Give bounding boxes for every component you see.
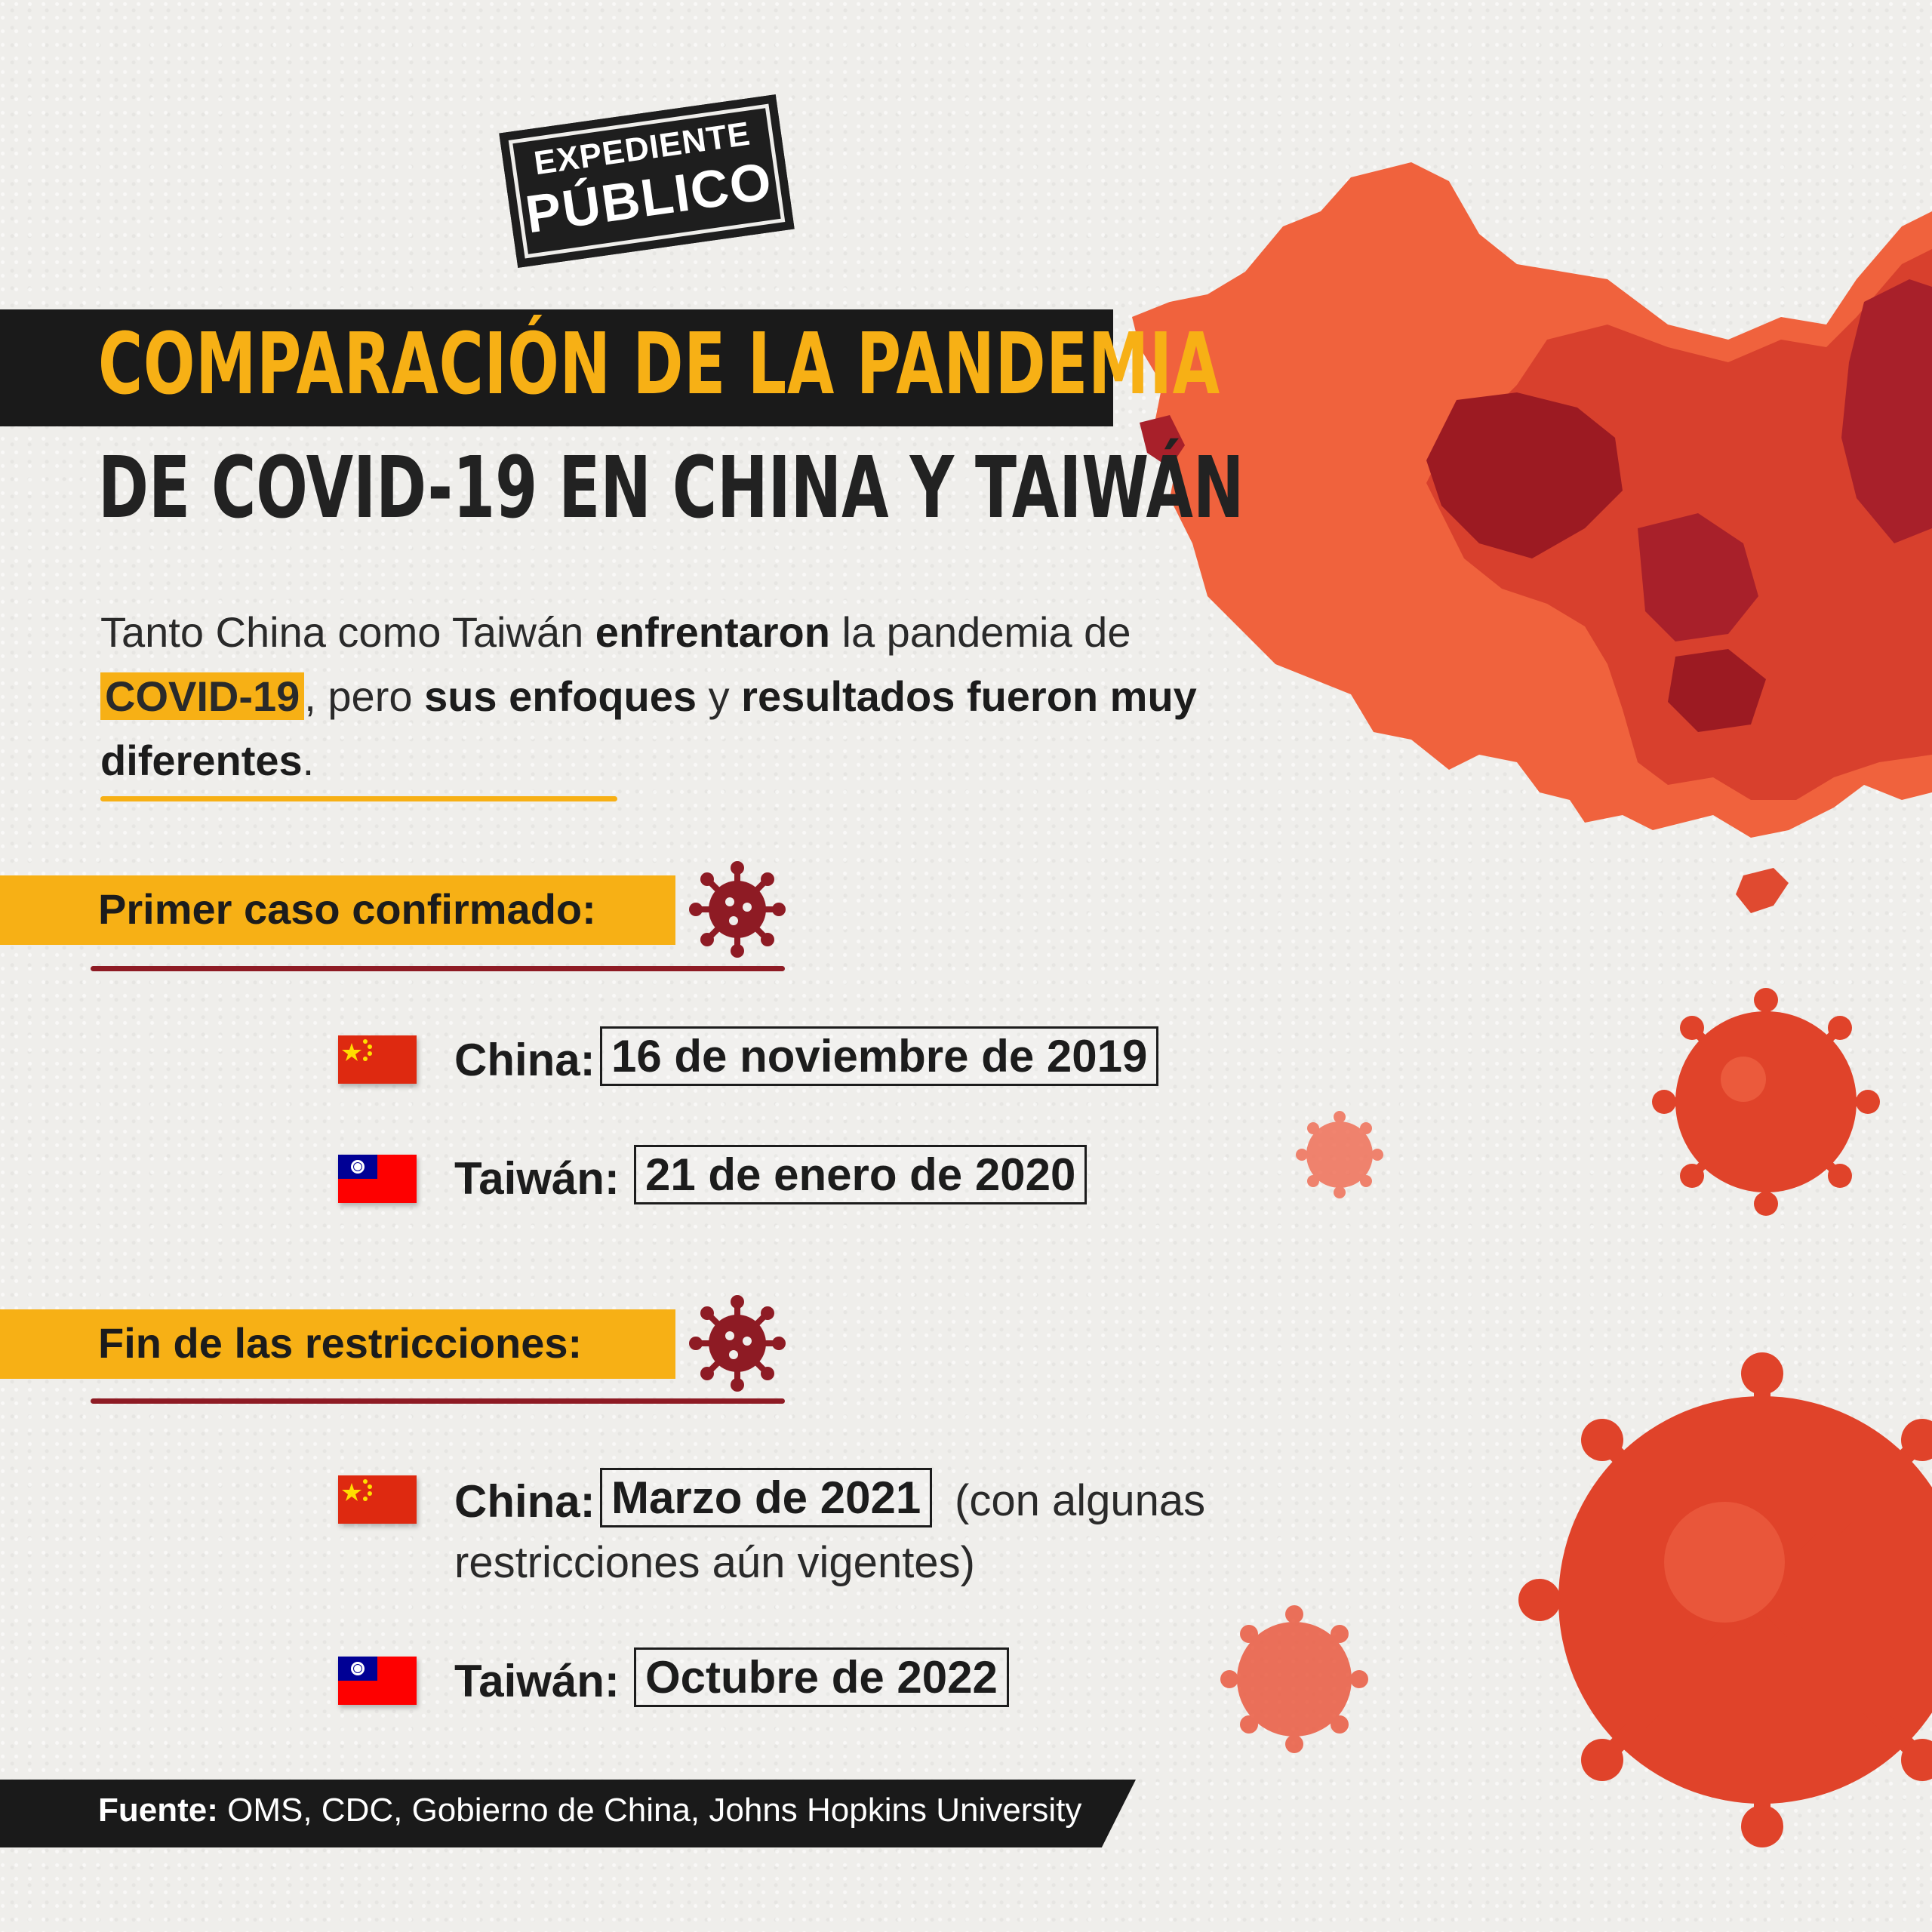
intro-underline xyxy=(100,796,617,801)
taiwan-flag-icon xyxy=(338,1155,417,1203)
first-case-china-date: 16 de noviembre de 2019 xyxy=(600,1026,1159,1086)
virus-icon xyxy=(689,1295,786,1392)
end-restrictions-china-note-cont: restricciones aún vigentes) xyxy=(454,1538,975,1587)
intro-paragraph: Tanto China como Taiwán enfrentaron la p… xyxy=(100,608,1197,784)
section-underline xyxy=(91,1398,785,1404)
end-restrictions-taiwan-date: Octubre de 2022 xyxy=(634,1647,1009,1707)
expediente-publico-logo: EXPEDIENTE PÚBLICO xyxy=(499,94,795,268)
source-text: Fuente: OMS, CDC, Gobierno de China, Joh… xyxy=(98,1792,1082,1829)
first-case-taiwan-date: 21 de enero de 2020 xyxy=(634,1145,1088,1204)
first-case-china-label: China: xyxy=(454,1035,595,1085)
section-underline xyxy=(91,966,785,971)
china-flag-icon xyxy=(338,1035,417,1084)
section-header-bar xyxy=(0,1309,675,1379)
china-map-illustration xyxy=(1132,162,1932,913)
end-restrictions-taiwan-label: Taiwán: xyxy=(454,1656,620,1706)
coronavirus-illustration xyxy=(1296,1111,1383,1198)
section-header-bar xyxy=(0,875,675,945)
page-title: COMPARACIÓN DE LA PANDEMIA xyxy=(98,315,1220,414)
section-end-restrictions-label: Fin de las restricciones: xyxy=(98,1319,583,1367)
end-restrictions-china-label: China: xyxy=(454,1476,595,1527)
taiwan-flag-icon xyxy=(338,1657,417,1705)
end-restrictions-china-date: Marzo de 2021 xyxy=(600,1468,933,1527)
end-restrictions-china-note: (con algunas xyxy=(955,1476,1206,1525)
virus-icon xyxy=(689,861,786,958)
china-flag-icon xyxy=(338,1475,417,1524)
first-case-taiwan-label: Taiwán: xyxy=(454,1153,620,1204)
section-first-case-label: Primer caso confirmado: xyxy=(98,885,596,933)
coronavirus-illustration xyxy=(1518,1352,1932,1847)
coronavirus-illustration xyxy=(1652,988,1880,1216)
title-bar xyxy=(0,309,1113,426)
source-bar xyxy=(0,1780,1136,1847)
coronavirus-illustration xyxy=(1220,1605,1368,1753)
page-subtitle: DE COVID-19 EN CHINA Y TAIWÁN xyxy=(98,439,1244,537)
